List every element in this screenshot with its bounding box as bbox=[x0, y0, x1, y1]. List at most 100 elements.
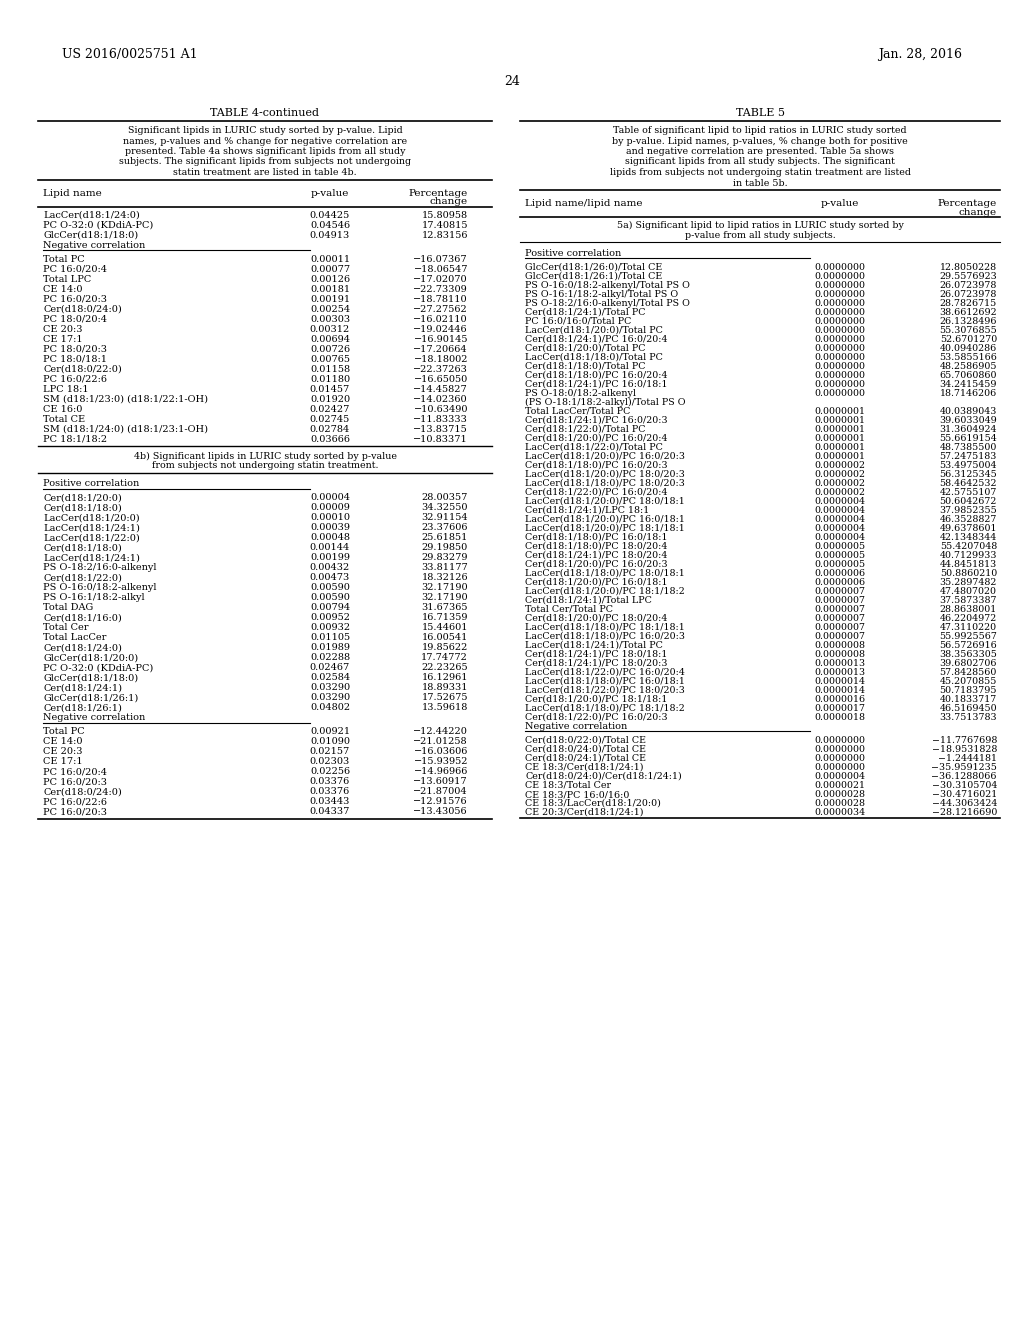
Text: −13.83715: −13.83715 bbox=[414, 425, 468, 433]
Text: Cer(d18:1/22:0)/Total PC: Cer(d18:1/22:0)/Total PC bbox=[525, 425, 645, 434]
Text: Positive correlation: Positive correlation bbox=[43, 479, 139, 488]
Text: 0.00181: 0.00181 bbox=[310, 285, 350, 293]
Text: Cer(d18:1/18:0)/PC 18:0/20:4: Cer(d18:1/18:0)/PC 18:0/20:4 bbox=[525, 543, 668, 550]
Text: PC 16:0/20:3: PC 16:0/20:3 bbox=[43, 808, 106, 817]
Text: 31.3604924: 31.3604924 bbox=[939, 425, 997, 434]
Text: Cer(d18:1/24:1)/PC 18:0/20:4: Cer(d18:1/24:1)/PC 18:0/20:4 bbox=[525, 550, 668, 560]
Text: Total Cer/Total PC: Total Cer/Total PC bbox=[525, 605, 613, 614]
Text: 23.37606: 23.37606 bbox=[422, 524, 468, 532]
Text: 0.00039: 0.00039 bbox=[310, 524, 350, 532]
Text: Cer(d18:1/20:0)/PC 18:0/20:4: Cer(d18:1/20:0)/PC 18:0/20:4 bbox=[525, 614, 668, 623]
Text: PC 16:0/20:3: PC 16:0/20:3 bbox=[43, 294, 106, 304]
Text: PS O-16:1/18:2-alkyl: PS O-16:1/18:2-alkyl bbox=[43, 594, 144, 602]
Text: 0.0000008: 0.0000008 bbox=[814, 649, 865, 659]
Text: lipids from subjects not undergoing statin treatment are listed: lipids from subjects not undergoing stat… bbox=[609, 168, 910, 177]
Text: 0.0000007: 0.0000007 bbox=[814, 605, 865, 614]
Text: −14.45827: −14.45827 bbox=[414, 384, 468, 393]
Text: US 2016/0025751 A1: US 2016/0025751 A1 bbox=[62, 48, 198, 61]
Text: 0.0000004: 0.0000004 bbox=[814, 772, 865, 781]
Text: 15.44601: 15.44601 bbox=[422, 623, 468, 632]
Text: Total LacCer: Total LacCer bbox=[43, 634, 106, 643]
Text: 0.00010: 0.00010 bbox=[310, 513, 350, 523]
Text: −30.3105704: −30.3105704 bbox=[932, 781, 997, 789]
Text: 39.6802706: 39.6802706 bbox=[939, 659, 997, 668]
Text: change: change bbox=[958, 209, 997, 216]
Text: LacCer(d18:1/24:1)/Total PC: LacCer(d18:1/24:1)/Total PC bbox=[525, 642, 663, 649]
Text: 28.8638001: 28.8638001 bbox=[940, 605, 997, 614]
Text: Cer(d18:0/24:1)/Total CE: Cer(d18:0/24:1)/Total CE bbox=[525, 754, 646, 763]
Text: Cer(d18:1/20:0)/PC 16:0/20:3: Cer(d18:1/20:0)/PC 16:0/20:3 bbox=[525, 560, 668, 569]
Text: Total Cer: Total Cer bbox=[43, 623, 88, 632]
Text: Negative correlation: Negative correlation bbox=[43, 714, 145, 722]
Text: Cer(d18:1/24:1)/PC 16:0/18:1: Cer(d18:1/24:1)/PC 16:0/18:1 bbox=[525, 380, 668, 389]
Text: 0.0000021: 0.0000021 bbox=[814, 781, 865, 789]
Text: 28.00357: 28.00357 bbox=[422, 494, 468, 503]
Text: CE 18:3/Cer(d18:1/24:1): CE 18:3/Cer(d18:1/24:1) bbox=[525, 763, 643, 772]
Text: GlcCer(d18:1/26:1): GlcCer(d18:1/26:1) bbox=[43, 693, 138, 702]
Text: PS O-18:2/16:0-alkenyl/Total PS O: PS O-18:2/16:0-alkenyl/Total PS O bbox=[525, 300, 690, 308]
Text: −12.91576: −12.91576 bbox=[414, 797, 468, 807]
Text: 5a) Significant lipid to lipid ratios in LURIC study sorted by: 5a) Significant lipid to lipid ratios in… bbox=[616, 220, 903, 230]
Text: 19.85622: 19.85622 bbox=[422, 644, 468, 652]
Text: PC O-32:0 (KDdiA-PC): PC O-32:0 (KDdiA-PC) bbox=[43, 664, 154, 672]
Text: 16.12961: 16.12961 bbox=[422, 673, 468, 682]
Text: from subjects not undergoing statin treatment.: from subjects not undergoing statin trea… bbox=[152, 462, 378, 470]
Text: Cer(d18:1/24:1)/Total PC: Cer(d18:1/24:1)/Total PC bbox=[525, 308, 645, 317]
Text: CE 16:0: CE 16:0 bbox=[43, 404, 82, 413]
Text: 0.0000000: 0.0000000 bbox=[814, 300, 865, 308]
Text: Cer(d18:1/18:0)/PC 16:0/18:1: Cer(d18:1/18:0)/PC 16:0/18:1 bbox=[525, 533, 668, 543]
Text: TABLE 5: TABLE 5 bbox=[735, 108, 784, 117]
Text: 26.1328496: 26.1328496 bbox=[939, 317, 997, 326]
Text: 0.0000007: 0.0000007 bbox=[814, 597, 865, 605]
Text: 0.0000014: 0.0000014 bbox=[814, 686, 865, 696]
Text: 33.7513783: 33.7513783 bbox=[939, 713, 997, 722]
Text: Percentage: Percentage bbox=[409, 189, 468, 198]
Text: 17.40815: 17.40815 bbox=[422, 220, 468, 230]
Text: 29.5576923: 29.5576923 bbox=[939, 272, 997, 281]
Text: Cer(d18:0/24:0)/Cer(d18:1/24:1): Cer(d18:0/24:0)/Cer(d18:1/24:1) bbox=[525, 772, 682, 781]
Text: 0.02157: 0.02157 bbox=[310, 747, 350, 756]
Text: SM (d18:1/23:0) (d18:1/22:1-OH): SM (d18:1/23:0) (d18:1/22:1-OH) bbox=[43, 395, 208, 404]
Text: −17.20664: −17.20664 bbox=[414, 345, 468, 354]
Text: Cer(d18:1/20:0): Cer(d18:1/20:0) bbox=[43, 494, 122, 503]
Text: 17.74772: 17.74772 bbox=[421, 653, 468, 663]
Text: 0.0000000: 0.0000000 bbox=[814, 290, 865, 300]
Text: −14.96966: −14.96966 bbox=[414, 767, 468, 776]
Text: 37.9852355: 37.9852355 bbox=[939, 506, 997, 515]
Text: Cer(d18:1/24:1)/PC 16:0/20:4: Cer(d18:1/24:1)/PC 16:0/20:4 bbox=[525, 335, 668, 345]
Text: 18.89331: 18.89331 bbox=[422, 684, 468, 693]
Text: PC 16:0/22:6: PC 16:0/22:6 bbox=[43, 797, 106, 807]
Text: 37.5873387: 37.5873387 bbox=[939, 597, 997, 605]
Text: 49.6378601: 49.6378601 bbox=[939, 524, 997, 533]
Text: 0.03666: 0.03666 bbox=[310, 434, 350, 444]
Text: 50.7183795: 50.7183795 bbox=[939, 686, 997, 696]
Text: 42.1348344: 42.1348344 bbox=[940, 533, 997, 543]
Text: Cer(d18:0/24:0): Cer(d18:0/24:0) bbox=[43, 788, 122, 796]
Text: Cer(d18:1/20:0)/PC 16:0/20:4: Cer(d18:1/20:0)/PC 16:0/20:4 bbox=[525, 434, 668, 444]
Text: 0.0000000: 0.0000000 bbox=[814, 744, 865, 754]
Text: 16.71359: 16.71359 bbox=[422, 614, 468, 623]
Text: 0.0000000: 0.0000000 bbox=[814, 272, 865, 281]
Text: 0.00009: 0.00009 bbox=[310, 503, 350, 512]
Text: 0.0000005: 0.0000005 bbox=[814, 560, 865, 569]
Text: 0.00765: 0.00765 bbox=[310, 355, 350, 363]
Text: 0.0000000: 0.0000000 bbox=[814, 380, 865, 389]
Text: 53.4975004: 53.4975004 bbox=[939, 461, 997, 470]
Text: Total DAG: Total DAG bbox=[43, 603, 93, 612]
Text: Total LacCer/Total PC: Total LacCer/Total PC bbox=[525, 407, 631, 416]
Text: 29.19850: 29.19850 bbox=[422, 544, 468, 553]
Text: p-value: p-value bbox=[821, 199, 859, 209]
Text: PC 16:0/20:3: PC 16:0/20:3 bbox=[43, 777, 106, 787]
Text: PC O-32:0 (KDdiA-PC): PC O-32:0 (KDdiA-PC) bbox=[43, 220, 154, 230]
Text: 0.0000000: 0.0000000 bbox=[814, 281, 865, 290]
Text: 0.0000007: 0.0000007 bbox=[814, 632, 865, 642]
Text: −35.9591235: −35.9591235 bbox=[931, 763, 997, 772]
Text: Cer(d18:1/24:1)/PC 18:0/18:1: Cer(d18:1/24:1)/PC 18:0/18:1 bbox=[525, 649, 668, 659]
Text: 58.4642532: 58.4642532 bbox=[939, 479, 997, 488]
Text: LacCer(d18:1/20:0)/PC 18:1/18:1: LacCer(d18:1/20:0)/PC 18:1/18:1 bbox=[525, 524, 685, 533]
Text: 0.00126: 0.00126 bbox=[310, 275, 350, 284]
Text: Cer(d18:1/22:0)/PC 16:0/20:3: Cer(d18:1/22:0)/PC 16:0/20:3 bbox=[525, 713, 668, 722]
Text: −12.44220: −12.44220 bbox=[413, 727, 468, 737]
Text: 0.0000000: 0.0000000 bbox=[814, 389, 865, 399]
Text: LacCer(d18:1/22:0): LacCer(d18:1/22:0) bbox=[43, 533, 139, 543]
